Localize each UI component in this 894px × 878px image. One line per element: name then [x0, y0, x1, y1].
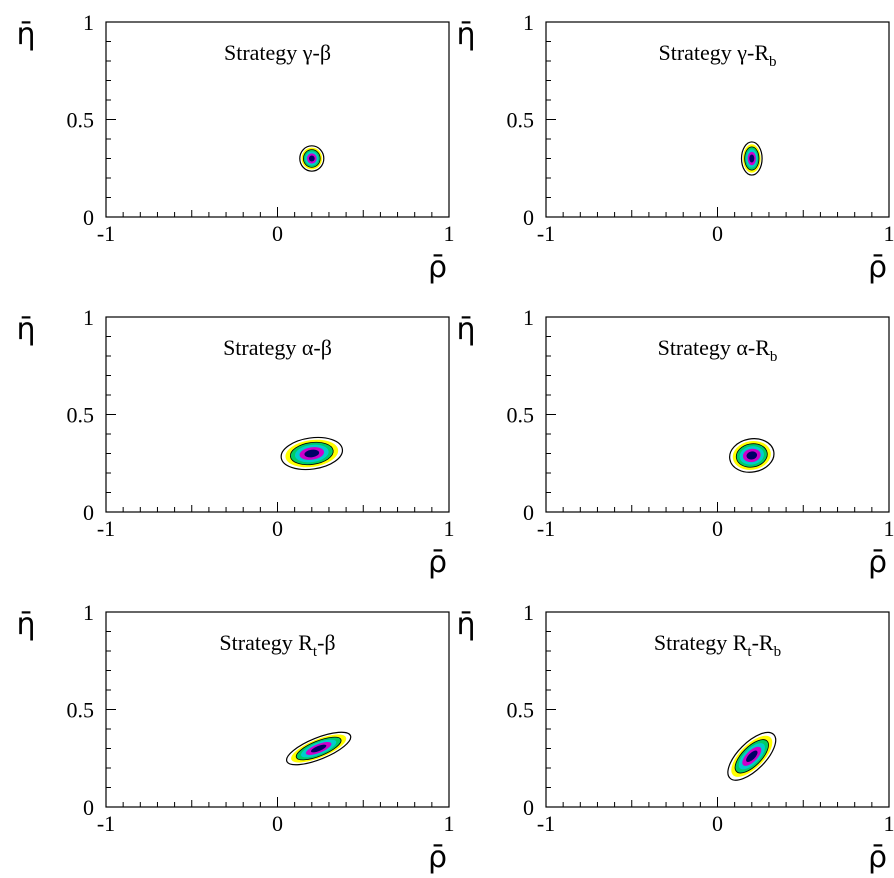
y-axis-title: η̄ — [456, 17, 475, 52]
y-tick-label: 0.5 — [507, 403, 535, 428]
probability-region — [286, 731, 352, 766]
panel-1: -1 0 100.51ρ̄η̄Strategy γ-β — [16, 10, 454, 285]
y-tick-label: 0.5 — [67, 403, 95, 428]
x-tick-label: 0 — [272, 516, 283, 541]
x-tick-label: 1 — [444, 516, 455, 541]
y-tick-label: 0.5 — [67, 698, 95, 723]
x-tick-label: 1 — [444, 221, 455, 246]
y-tick-label: 0 — [523, 500, 534, 525]
y-tick-label: 0 — [523, 795, 534, 820]
y-axis-title: η̄ — [456, 607, 475, 642]
x-tick-label: -1 — [97, 221, 115, 246]
y-tick-label: 0.5 — [507, 108, 535, 133]
panel-title: Strategy γ-Rb — [658, 40, 776, 70]
panel-title: Strategy Rt-β — [219, 630, 335, 660]
y-tick-label: 1 — [83, 10, 94, 35]
y-tick-label: 0 — [523, 205, 534, 230]
y-tick-label: 1 — [523, 305, 534, 330]
panel-5: -1 0 100.51ρ̄η̄Strategy Rt-β — [16, 600, 454, 875]
x-tick-label: -1 — [97, 811, 115, 836]
x-tick-label: 0 — [712, 811, 723, 836]
x-tick-label: 1 — [444, 811, 455, 836]
y-tick-label: 0 — [83, 205, 94, 230]
x-tick-label: 0 — [272, 811, 283, 836]
probability-region — [729, 438, 775, 473]
y-tick-label: 1 — [83, 305, 94, 330]
panel-2: -1 0 100.51ρ̄η̄Strategy γ-Rb — [456, 10, 894, 285]
panel-title: Strategy α-β — [223, 335, 332, 360]
x-tick-label: 1 — [884, 516, 894, 541]
density-level-5 — [746, 451, 758, 460]
x-tick-label: 1 — [884, 221, 894, 246]
x-tick-label: -1 — [537, 811, 555, 836]
y-tick-label: 0 — [83, 795, 94, 820]
density-level-5 — [749, 154, 755, 163]
x-tick-label: 0 — [712, 516, 723, 541]
panel-3: -1 0 100.51ρ̄η̄Strategy α-β — [16, 305, 454, 580]
x-axis-title: ρ̄ — [428, 840, 447, 875]
panel-title: Strategy α-Rb — [658, 335, 778, 365]
x-axis-title: ρ̄ — [868, 545, 887, 580]
y-axis-title: η̄ — [16, 17, 35, 52]
density-level-5 — [746, 750, 758, 763]
density-level-5 — [308, 155, 315, 162]
probability-region — [727, 731, 777, 781]
y-tick-label: 0 — [83, 500, 94, 525]
x-tick-label: -1 — [537, 516, 555, 541]
x-axis-title: ρ̄ — [428, 545, 447, 580]
x-axis-title: ρ̄ — [868, 840, 887, 875]
y-tick-label: 1 — [523, 600, 534, 625]
y-axis-title: η̄ — [456, 312, 475, 347]
y-tick-label: 1 — [83, 600, 94, 625]
x-axis-title: ρ̄ — [868, 250, 887, 285]
x-axis-title: ρ̄ — [428, 250, 447, 285]
panel-6: -1 0 100.51ρ̄η̄Strategy Rt-Rb — [456, 600, 894, 875]
y-tick-label: 1 — [523, 10, 534, 35]
x-tick-label: -1 — [97, 516, 115, 541]
panel-title: Strategy γ-β — [224, 40, 331, 65]
density-level-5 — [310, 744, 327, 753]
probability-region — [280, 436, 344, 471]
y-tick-label: 0.5 — [67, 108, 95, 133]
density-level-5 — [304, 449, 320, 458]
panel-4: -1 0 100.51ρ̄η̄Strategy α-Rb — [456, 305, 894, 580]
y-axis-title: η̄ — [16, 312, 35, 347]
y-tick-label: 0.5 — [507, 698, 535, 723]
probability-region — [299, 145, 325, 172]
x-tick-label: 0 — [712, 221, 723, 246]
panel-title: Strategy Rt-Rb — [654, 630, 781, 660]
x-tick-label: 0 — [272, 221, 283, 246]
x-tick-label: -1 — [537, 221, 555, 246]
x-tick-label: 1 — [884, 811, 894, 836]
y-axis-title: η̄ — [16, 607, 35, 642]
probability-region — [740, 141, 763, 176]
